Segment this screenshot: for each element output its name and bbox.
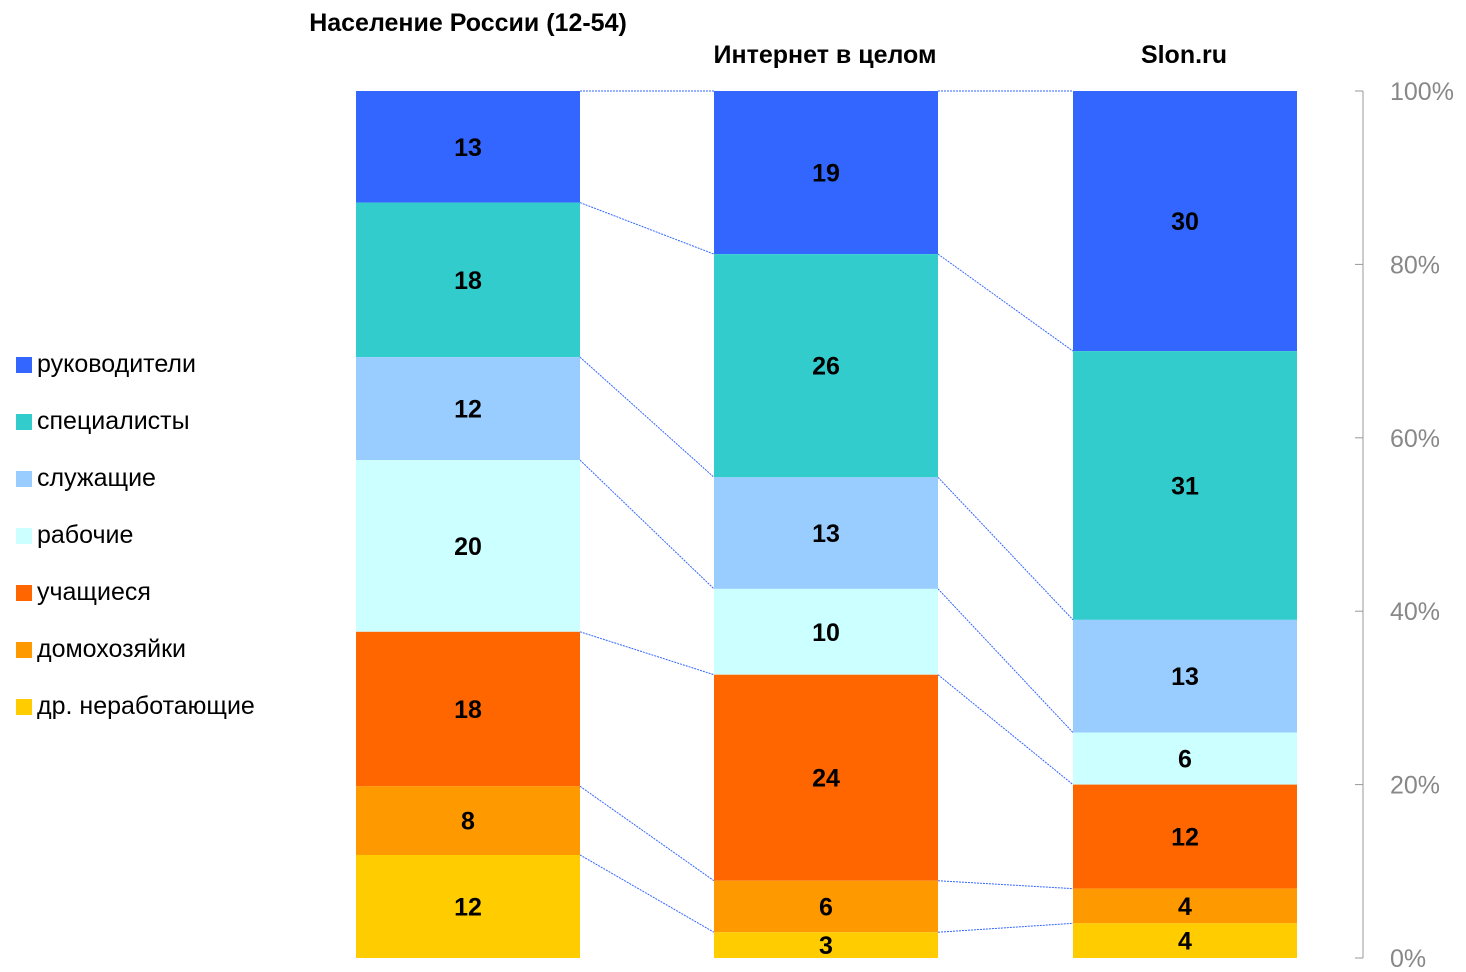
legend-label: рабочие (37, 521, 134, 549)
data-label: 13 (1171, 663, 1199, 691)
series-line (937, 253, 1074, 352)
legend-item: домохозяйки (16, 621, 255, 678)
legend-label: специалисты (37, 407, 190, 435)
bar-segment (714, 91, 938, 255)
legend-swatch (16, 527, 32, 544)
data-label: 4 (1178, 893, 1192, 921)
y-axis: 0% 20% 40% 60% 80% 100% (1355, 78, 1454, 972)
series-line (579, 459, 715, 590)
axis-tick-label: 60% (1390, 425, 1440, 453)
bar-segment (356, 91, 580, 203)
axis-tick-label: 20% (1390, 772, 1440, 800)
legend-swatch (16, 641, 32, 658)
data-label: 6 (1178, 746, 1192, 774)
series-line (937, 476, 1074, 621)
data-label: 13 (454, 134, 482, 162)
data-label: 18 (454, 267, 482, 295)
legend-swatch (16, 413, 32, 430)
bar-segment (714, 674, 938, 881)
legend-label: учащиеся (37, 578, 151, 606)
data-label: 6 (819, 893, 833, 921)
bar-segment (1073, 923, 1297, 958)
bar-segment (714, 254, 938, 478)
data-label: 8 (461, 808, 475, 836)
category-title-internet: Интернет в целом (713, 41, 937, 69)
bar-segment (1073, 619, 1297, 733)
series-line (579, 356, 715, 478)
data-label: 10 (812, 619, 840, 647)
data-label: 12 (454, 893, 482, 921)
bar-segment (1073, 732, 1297, 785)
legend: руководители специалисты служащие рабочие уч… (16, 336, 255, 735)
data-label: 24 (812, 765, 840, 793)
legend-label: домохозяйки (37, 635, 187, 663)
bar-segment (714, 880, 938, 933)
series-line (937, 880, 1074, 890)
series-line (579, 854, 715, 933)
data-label: 12 (454, 396, 482, 424)
legend-swatch (16, 698, 32, 715)
series-line (937, 674, 1074, 785)
axis-tick-label: 40% (1390, 598, 1440, 626)
bar-segment (714, 588, 938, 675)
series-line (937, 588, 1074, 733)
bar-segment (356, 631, 580, 787)
legend-swatch (16, 584, 32, 601)
category-title-slon: Slon.ru (1140, 41, 1228, 69)
series-line (579, 631, 715, 676)
bar-segment (356, 202, 580, 358)
series-line (937, 922, 1074, 933)
legend-label: руководители (37, 350, 196, 378)
bar-segment (356, 357, 580, 461)
data-label: 31 (1171, 472, 1199, 500)
legend-swatch (16, 356, 32, 373)
data-label: 3 (819, 932, 833, 960)
axis-tick-label: 0% (1390, 945, 1426, 972)
data-label: 19 (812, 160, 840, 188)
axis-tick-label: 80% (1390, 251, 1440, 279)
bar-segment (356, 460, 580, 632)
legend-item: рабочие (16, 507, 255, 564)
category-title-russia: Население России (12-54) (309, 9, 627, 37)
bar-segment (356, 786, 580, 855)
series-line (579, 785, 715, 882)
legend-item: руководители (16, 336, 255, 393)
data-labels: 13 18 12 20 18 8 12 19 26 13 10 24 6 3 30 31 13 6 12 4 4 (454, 134, 1199, 960)
series-lines (579, 90, 1074, 933)
data-label: 12 (1171, 824, 1199, 852)
series-line (579, 202, 715, 255)
data-label: 20 (454, 533, 482, 561)
legend-swatch (16, 470, 32, 487)
bar-segment (1073, 888, 1297, 924)
legend-item: др. неработающие (16, 678, 255, 735)
bar-segment (1073, 351, 1297, 620)
data-label: 13 (812, 520, 840, 548)
legend-item: специалисты (16, 393, 255, 450)
legend-label: служащие (37, 464, 156, 492)
legend-item: служащие (16, 450, 255, 507)
data-label: 4 (1178, 928, 1192, 956)
bar-segment (356, 854, 580, 958)
data-label: 18 (454, 696, 482, 724)
bar-segment (1073, 784, 1297, 889)
data-label: 26 (812, 353, 840, 381)
bar-segment (714, 932, 938, 958)
axis-tick-label: 100% (1390, 78, 1454, 106)
bars (356, 91, 1297, 958)
bar-segment (714, 477, 938, 589)
legend-item: учащиеся (16, 564, 255, 621)
data-label: 30 (1171, 208, 1199, 236)
legend-label: др. неработающие (37, 692, 255, 720)
bar-segment (1073, 91, 1297, 352)
